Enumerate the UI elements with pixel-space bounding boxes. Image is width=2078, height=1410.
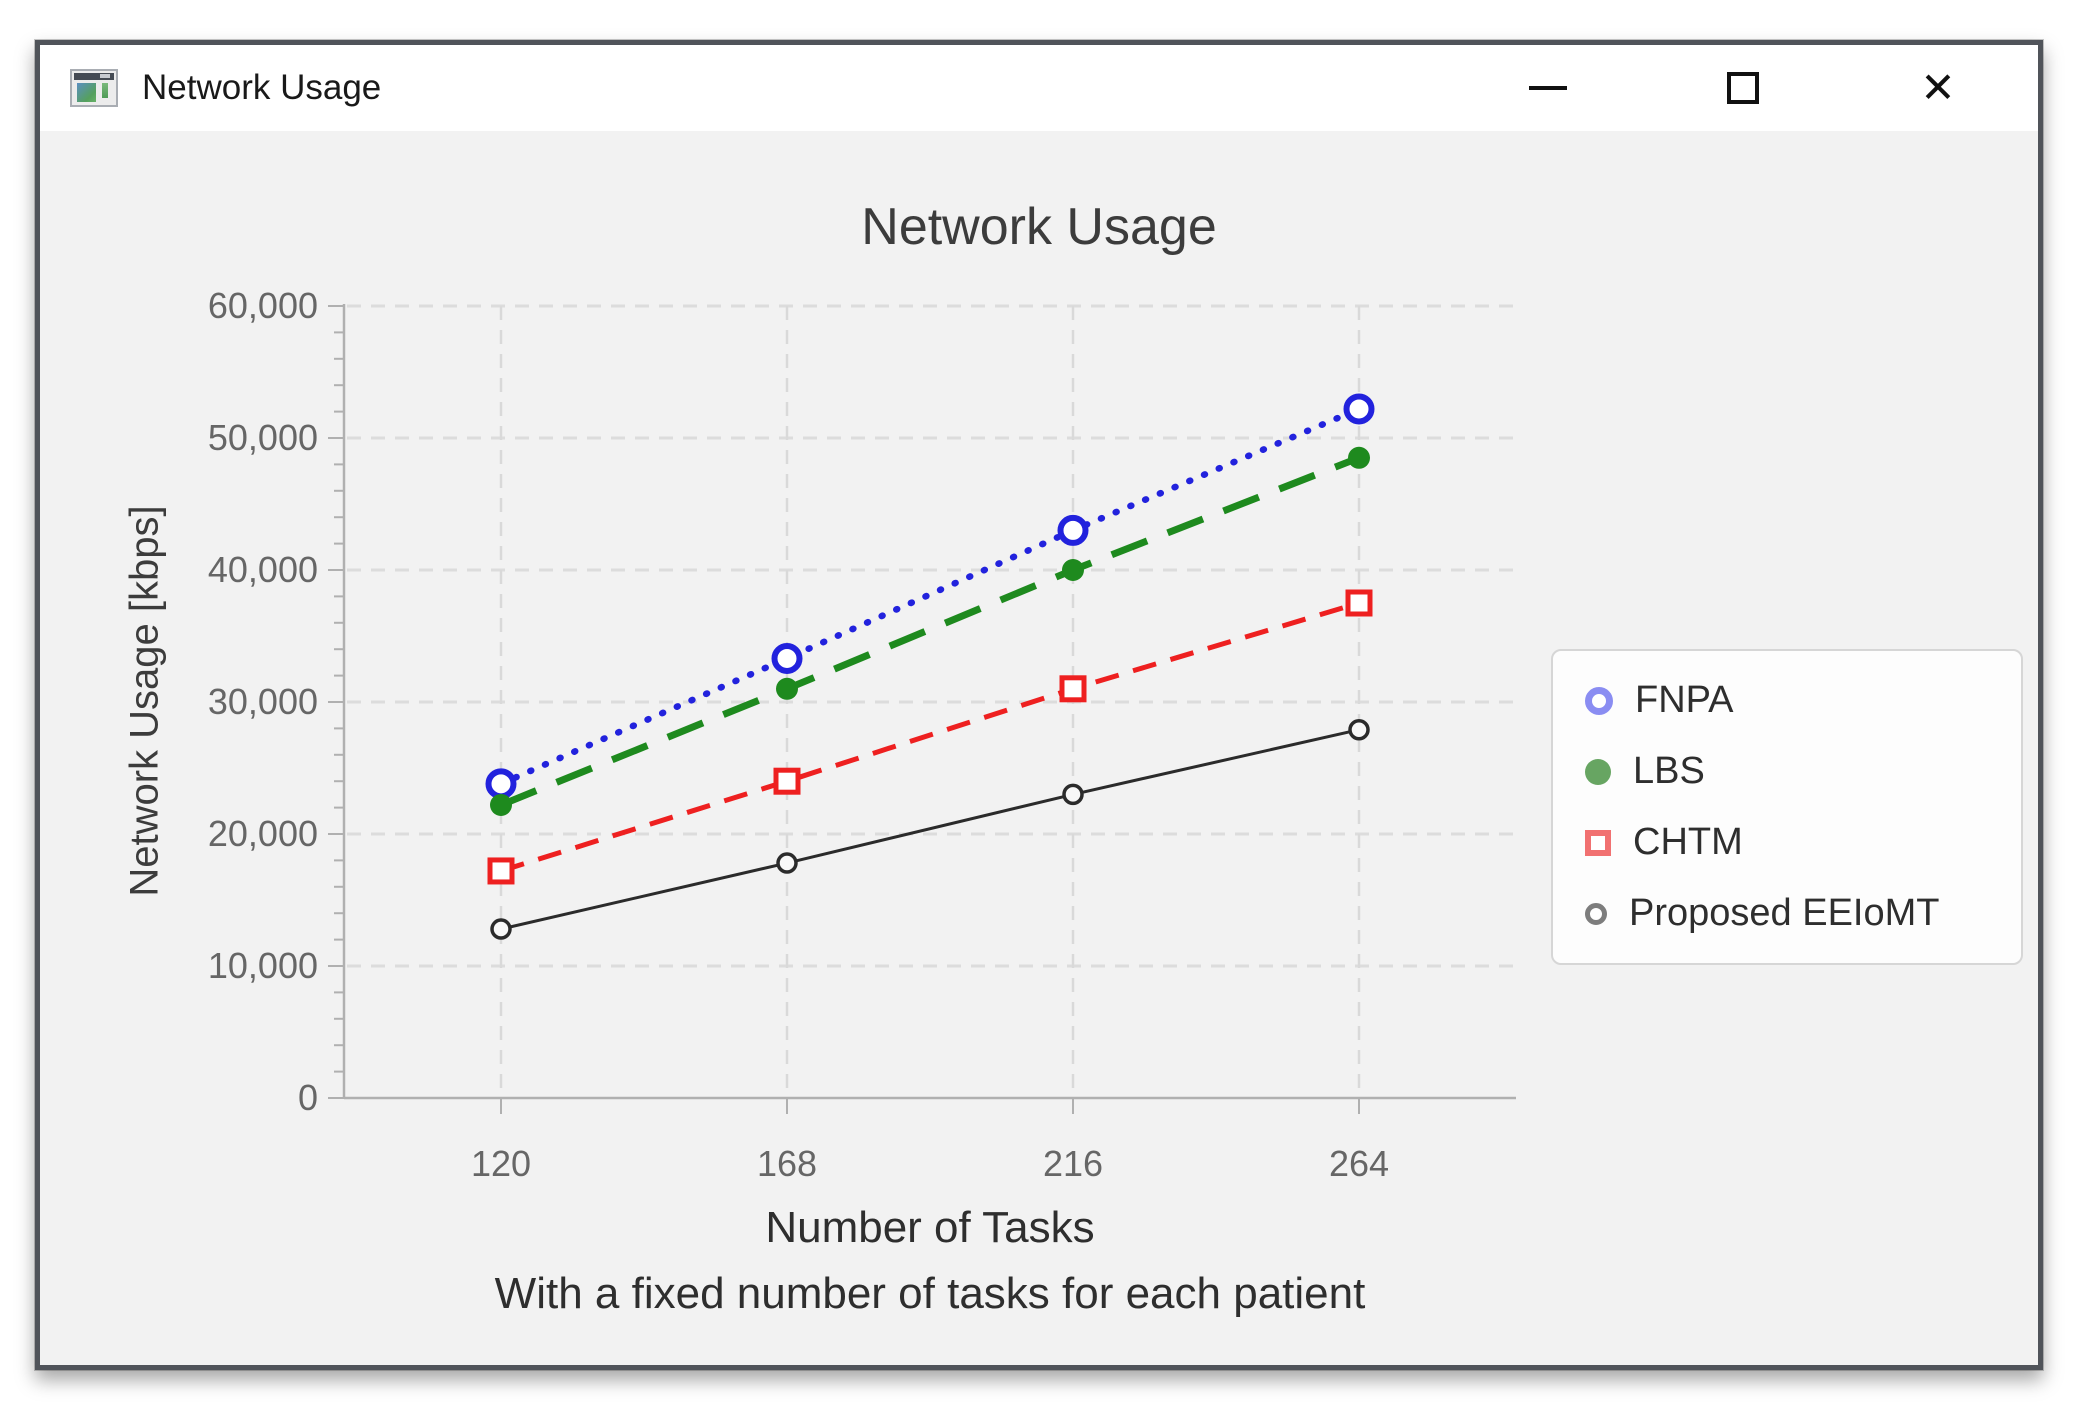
- y-tick-label: 30,000: [208, 681, 318, 722]
- series-marker-lbs: [776, 677, 798, 700]
- series-marker-lbs: [1062, 559, 1084, 581]
- series-marker-fnpa: [1343, 393, 1375, 425]
- legend-label: Proposed EEIoMT: [1629, 892, 1940, 934]
- x-axis-title: Number of Tasks: [765, 1203, 1095, 1252]
- series-marker-proposed-eeiomt: [1348, 718, 1370, 741]
- legend-label: CHTM: [1633, 821, 1743, 863]
- window-controls: ✕: [1488, 45, 2038, 131]
- series-marker-chtm: [773, 767, 801, 795]
- series-marker-fnpa: [485, 768, 517, 800]
- y-tick-label: 20,000: [208, 813, 318, 854]
- series-line-fnpa: [497, 405, 1363, 788]
- legend-marker-lbs: [1585, 758, 1611, 785]
- y-tick-label: 50,000: [208, 417, 318, 458]
- close-button[interactable]: ✕: [1878, 45, 1998, 131]
- x-tick-label: 120: [471, 1143, 531, 1184]
- y-tick-label: 60,000: [208, 285, 318, 326]
- y-tick-label: 10,000: [208, 945, 318, 986]
- series-marker-proposed-eeiomt: [1062, 783, 1084, 806]
- series-marker-lbs: [490, 793, 512, 816]
- legend-item: LBS: [1585, 750, 1989, 793]
- series-marker-proposed-eeiomt: [776, 852, 798, 874]
- app-window: Network Usage ✕ Network Usage Network Us…: [35, 40, 2043, 1370]
- app-icon-titlebar: [74, 73, 114, 80]
- chart-area: Network Usage Network Usage [kbps] 0 10,0…: [40, 131, 2038, 1365]
- series-marker-chtm: [1345, 589, 1373, 617]
- series-marker-chtm: [1059, 675, 1087, 703]
- chart-title: Network Usage: [861, 198, 1217, 256]
- legend-label: FNPA: [1635, 679, 1734, 721]
- app-icon-notch: [100, 74, 110, 78]
- app-icon-chart-block: [77, 83, 96, 102]
- minimize-icon: [1529, 86, 1567, 90]
- series-line-chtm: [500, 600, 1360, 874]
- x-tick-label: 264: [1329, 1143, 1389, 1184]
- series-marker-fnpa: [771, 642, 803, 674]
- series-marker-chtm: [487, 857, 515, 885]
- app-icon: [70, 69, 118, 107]
- minimize-button[interactable]: [1488, 45, 1608, 131]
- y-tick-label: 0: [298, 1077, 318, 1118]
- x-tick-label: 168: [757, 1143, 817, 1184]
- legend-item: Proposed EEIoMT: [1585, 892, 1989, 935]
- maximize-button[interactable]: [1683, 45, 1803, 131]
- legend-marker-chtm: [1585, 829, 1611, 856]
- legend-label: LBS: [1633, 750, 1705, 792]
- close-icon: ✕: [1920, 64, 1956, 111]
- series-line-proposed-eeiomt: [500, 728, 1360, 931]
- x-axis-subtitle: With a fixed number of tasks for each pa…: [494, 1269, 1366, 1318]
- plot: 0 10,000 20,000 30,000 40,000 50,000 60,000 120…: [208, 285, 1516, 1184]
- maximize-icon: [1727, 72, 1759, 104]
- legend-item: CHTM: [1585, 821, 1989, 864]
- legend-item: FNPA: [1585, 679, 1989, 722]
- legend-marker-fnpa: [1585, 686, 1613, 715]
- series-marker-proposed-eeiomt: [490, 918, 512, 940]
- x-tick-label: 216: [1043, 1143, 1103, 1184]
- window-title: Network Usage: [142, 68, 382, 107]
- series-marker-lbs: [1348, 446, 1370, 469]
- series-marker-fnpa: [1057, 514, 1089, 546]
- y-tick-label: 40,000: [208, 549, 318, 590]
- title-bar: Network Usage ✕: [40, 45, 2038, 131]
- legend-marker-proposed-eeiomt: [1585, 902, 1607, 925]
- series-line-lbs: [499, 454, 1361, 809]
- legend: FNPA LBS CHTM Proposed EEIoMT: [1551, 649, 2023, 965]
- app-icon-side-block: [102, 83, 108, 98]
